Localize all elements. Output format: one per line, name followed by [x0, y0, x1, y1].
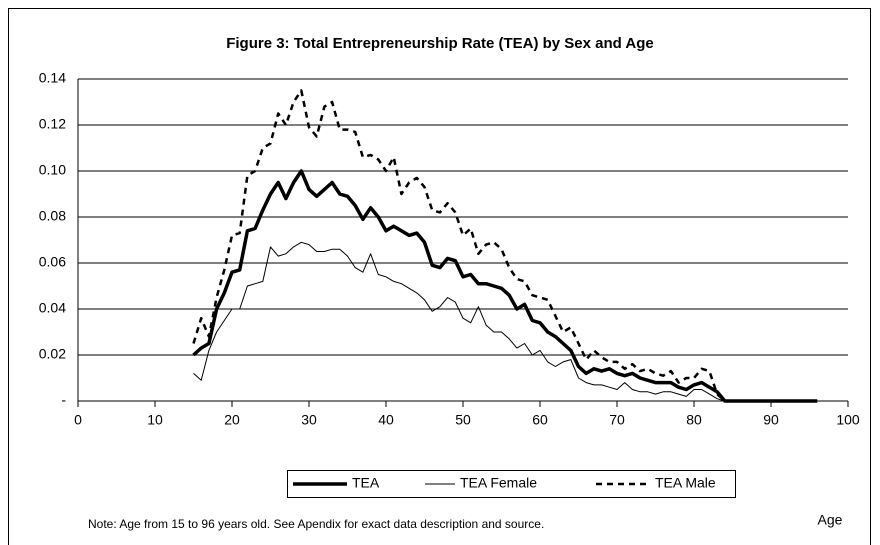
- x-tick-label: 20: [224, 412, 240, 428]
- x-tick-label: 70: [609, 412, 625, 428]
- note: Note: Age from 15 to 96 years old. See A…: [88, 517, 544, 531]
- x-tick-label: 30: [301, 412, 317, 428]
- frame: [8, 8, 871, 545]
- x-tick-label: 0: [74, 412, 82, 428]
- y-tick-label: 0.02: [39, 346, 66, 362]
- chart-title: Figure 3: Total Entrepreneurship Rate (T…: [226, 35, 654, 52]
- series-line: [192, 89, 818, 403]
- y-tick-label: 0.08: [39, 208, 66, 224]
- y-tick-label: 0.12: [39, 116, 66, 132]
- y-tick-label: 0.06: [39, 254, 66, 270]
- legend-label: TEA Male: [655, 475, 716, 491]
- x-tick-label: 90: [763, 412, 779, 428]
- y-tick-label: 0.14: [39, 70, 66, 86]
- x-tick-label: 80: [686, 412, 702, 428]
- x-tick-label: 60: [532, 412, 548, 428]
- y-tick-label: -: [61, 392, 66, 408]
- legend-label: TEA: [352, 475, 380, 491]
- legend-label: TEA Female: [460, 475, 537, 491]
- x-tick-label: 10: [147, 412, 163, 428]
- y-tick-label: 0.04: [39, 300, 66, 316]
- y-tick-label: 0.10: [39, 162, 66, 178]
- x-tick-label: 50: [455, 412, 471, 428]
- x-tick-label: 40: [378, 412, 394, 428]
- legend: [287, 470, 736, 498]
- x-axis-label: Age: [818, 512, 843, 528]
- series-line: [193, 241, 818, 402]
- series-line: [192, 169, 818, 403]
- x-tick-label: 100: [836, 412, 860, 428]
